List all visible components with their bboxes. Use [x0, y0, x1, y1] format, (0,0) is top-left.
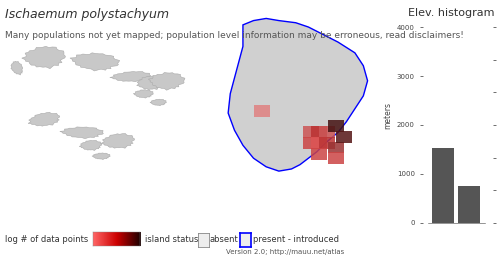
Bar [254, 105, 270, 117]
Text: island status: island status [145, 235, 199, 244]
Y-axis label: meters: meters [384, 102, 392, 129]
Bar [328, 142, 344, 153]
Polygon shape [228, 18, 368, 171]
Bar [302, 137, 318, 149]
Polygon shape [110, 71, 150, 82]
Polygon shape [11, 61, 22, 75]
Polygon shape [134, 90, 154, 98]
Text: Elev. histogram: Elev. histogram [408, 8, 495, 18]
Bar [328, 120, 344, 132]
Polygon shape [150, 99, 166, 106]
Text: Version 2.0; http://mauu.net/atlas: Version 2.0; http://mauu.net/atlas [226, 249, 344, 255]
Polygon shape [28, 112, 60, 126]
Bar [311, 126, 327, 138]
Bar [328, 152, 344, 164]
Polygon shape [70, 53, 119, 71]
Polygon shape [148, 72, 185, 90]
Bar [458, 186, 480, 223]
Text: absent: absent [210, 235, 239, 244]
Bar [311, 148, 327, 160]
Polygon shape [79, 140, 102, 151]
Bar [336, 131, 352, 143]
Text: log # of data points: log # of data points [5, 235, 88, 244]
Text: present - introduced: present - introduced [253, 235, 339, 244]
Text: Many populations not yet mapped; population level information may be erroneous, : Many populations not yet mapped; populat… [5, 31, 464, 40]
Polygon shape [92, 153, 110, 159]
Bar [302, 126, 318, 138]
Bar [432, 148, 454, 223]
Polygon shape [22, 46, 66, 69]
Bar [311, 137, 327, 149]
Polygon shape [101, 134, 134, 148]
Bar [320, 137, 336, 149]
Polygon shape [136, 76, 162, 90]
Polygon shape [60, 127, 104, 139]
Bar [320, 126, 336, 138]
Text: Ischaemum polystachyum: Ischaemum polystachyum [5, 8, 169, 21]
